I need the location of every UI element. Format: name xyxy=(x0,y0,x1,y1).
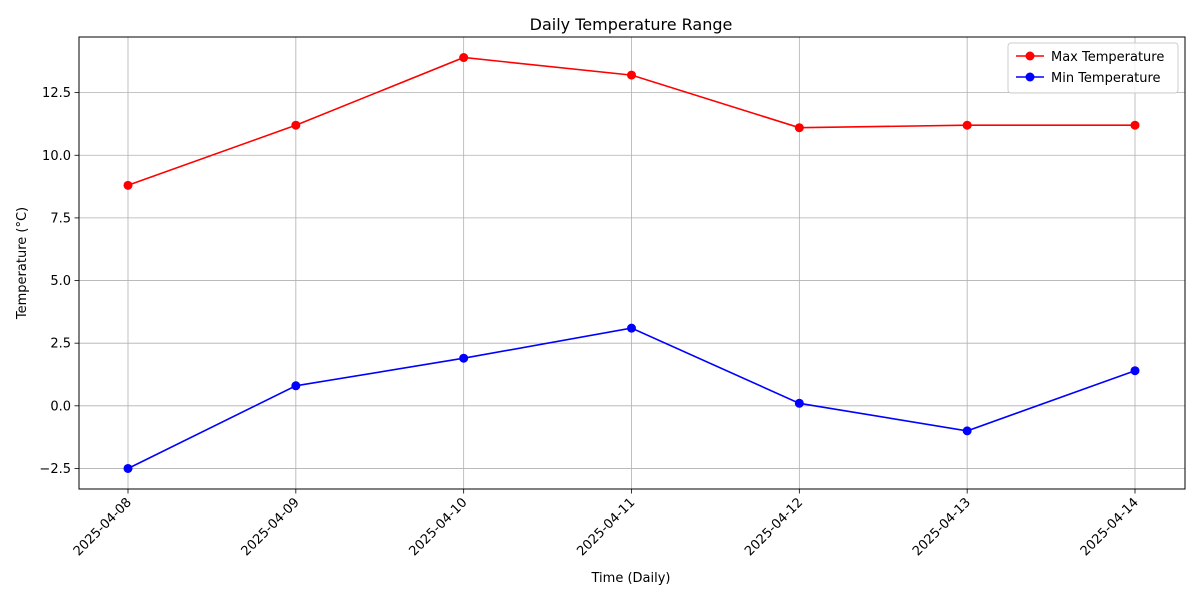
legend-box xyxy=(1007,42,1179,94)
legend-marker-max xyxy=(1025,51,1035,61)
legend-item-min: Min Temperature xyxy=(1016,71,1161,86)
legend: Max Temperature Min Temperature xyxy=(1007,42,1179,94)
plot-frame xyxy=(78,36,1186,490)
data-point-max xyxy=(291,120,301,130)
data-point-min xyxy=(627,323,636,333)
data-point-max xyxy=(459,53,469,63)
legend-label-max: Max Temperature xyxy=(1051,50,1164,65)
x-tick-label: 2025-04-09 xyxy=(239,495,303,559)
x-tick-label: 2025-04-10 xyxy=(406,495,470,559)
y-tick-label: 12.5 xyxy=(42,86,71,101)
series-group xyxy=(123,53,1140,473)
chart-title: Daily Temperature Range xyxy=(530,15,733,34)
data-point-min xyxy=(962,426,972,436)
x-tick-label: 2025-04-13 xyxy=(910,495,974,559)
data-point-max xyxy=(794,123,804,133)
y-tick-label: 10.0 xyxy=(42,149,71,164)
y-tick-label: −2.5 xyxy=(39,462,71,477)
data-point-max xyxy=(1130,120,1140,130)
data-point-min xyxy=(459,353,469,363)
x-tick-label: 2025-04-11 xyxy=(574,495,638,559)
legend-item-max: Max Temperature xyxy=(1016,50,1164,65)
data-point-min xyxy=(291,381,301,391)
x-tick-label: 2025-04-12 xyxy=(742,495,806,559)
data-point-min xyxy=(123,463,133,473)
y-tick-label: 5.0 xyxy=(50,274,71,289)
legend-marker-min xyxy=(1025,72,1035,82)
data-point-max xyxy=(123,180,133,190)
x-axis-label: Time (Daily) xyxy=(591,571,671,586)
y-axis-label: Temperature (°C) xyxy=(15,207,30,320)
legend-label-min: Min Temperature xyxy=(1051,71,1161,86)
x-tick-label: 2025-04-08 xyxy=(71,495,135,559)
data-point-min xyxy=(794,398,804,408)
y-tick-label: 0.0 xyxy=(50,399,71,414)
y-axis-ticks: −2.5 0.0 2.5 5.0 7.5 10.0 12.5 xyxy=(39,86,79,477)
x-axis-ticks: 2025-04-08 2025-04-09 2025-04-10 2025-04-11… xyxy=(71,489,1142,559)
data-point-min xyxy=(1130,366,1140,376)
grid xyxy=(79,37,1185,489)
data-point-max xyxy=(627,70,636,80)
y-tick-label: 7.5 xyxy=(50,211,71,226)
data-point-max xyxy=(962,120,972,130)
x-tick-label: 2025-04-14 xyxy=(1078,495,1142,559)
y-tick-label: 2.5 xyxy=(50,337,71,352)
